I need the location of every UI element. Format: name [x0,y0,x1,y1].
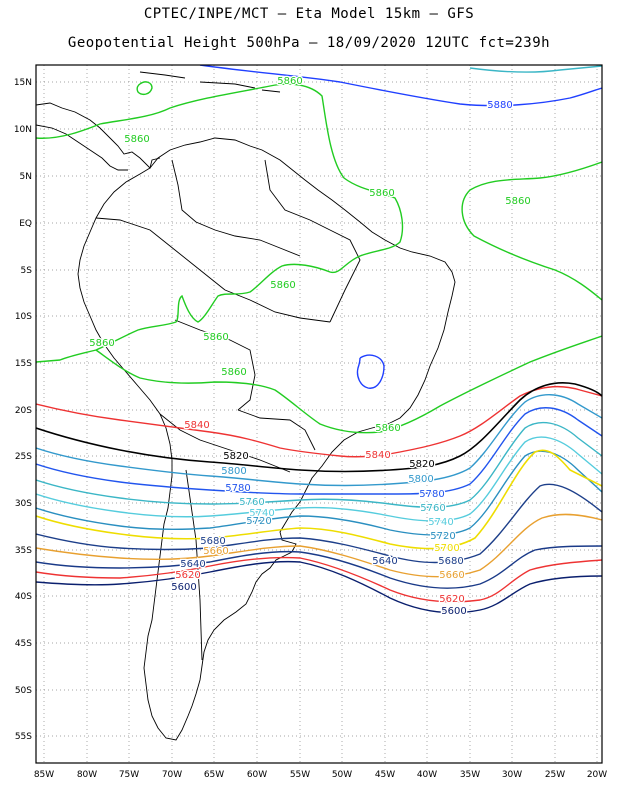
lat-tick-label: 30S [15,499,32,509]
contour-5660 [36,513,602,578]
contour-label-5840: 5840 [184,420,209,431]
contour-label-5880: 5880 [487,100,512,111]
contour-5880-b [469,65,602,73]
map-title-line1: CPTEC/INPE/MCT – Eta Model 15km – GFS [143,6,475,22]
contour-label-5700: 5700 [434,543,459,554]
contour-label-5620: 5620 [175,570,200,581]
lat-tick-label: 35S [15,546,32,556]
contour-label-5740: 5740 [428,517,453,528]
lat-tick-label: 15S [15,359,32,369]
caribbean-islands [139,71,281,93]
contour-5780 [36,407,602,495]
contour-label-5600: 5600 [171,582,196,593]
contour-5820 [36,382,602,473]
contour-5880-a [199,65,602,107]
contour-label-5660: 5660 [203,546,228,557]
contour-label-5600: 5600 [441,606,466,617]
lat-tick-label: 55S [15,732,32,742]
lon-tick-label: 50W [332,770,352,780]
contour-label-5800: 5800 [221,466,246,477]
lat-tick-label: EQ [19,219,32,229]
lat-tick-label: 40S [15,592,32,602]
contour-label-5720: 5720 [430,531,455,542]
contour-5760 [36,421,602,508]
country-borders [95,159,361,661]
lon-tick-label: 70W [162,770,182,780]
lat-tick-label: 20S [15,406,32,416]
contour-5880-loop [356,354,385,389]
contour-label-5760: 5760 [420,503,445,514]
contour-label-5820: 5820 [409,459,434,470]
lon-tick-label: 30W [502,770,522,780]
lon-tick-label: 60W [247,770,267,780]
longitude-labels: 85W 80W 75W 70W 65W 60W 55W 50W 45W 40W 35W 30W 25W 2… [34,770,607,780]
lat-tick-label: 15N [14,78,32,88]
map-frame [35,64,603,764]
contour-label-5720: 5720 [246,516,271,527]
contour-label-5640: 5640 [180,559,205,570]
contour-label-5860: 5860 [277,76,302,87]
lat-tick-label: 5S [21,266,33,276]
contour-label-5860: 5860 [505,196,530,207]
contour-label-5860: 5860 [124,134,149,145]
contour-5840 [36,385,602,458]
lat-tick-label: 10S [15,312,32,322]
contour-5800 [36,394,602,487]
contour-label-5860: 5860 [221,367,246,378]
contour-5860-loop [136,81,153,96]
coastlines [36,71,456,741]
contour-5860-main [95,335,602,434]
lon-tick-label: 85W [34,770,54,780]
contour-labels: 5880 5860 5860 5860 5860 5860 5860 5860 5860 5860… [88,75,532,619]
contour-label-5860: 5860 [89,338,114,349]
contour-lines [36,65,602,614]
lon-tick-label: 20W [587,770,607,780]
south-america-coast [77,137,456,741]
contour-label-5800: 5800 [408,474,433,485]
lat-tick-label: 10N [14,125,32,135]
central-america-south-coast [36,124,128,171]
contour-label-5860: 5860 [203,332,228,343]
contour-label-5820: 5820 [223,451,248,462]
contour-label-5780: 5780 [419,489,444,500]
contour-label-5640: 5640 [372,556,397,567]
lon-tick-label: 40W [417,770,437,780]
contour-5860-east [461,161,602,301]
contour-label-5860: 5860 [270,280,295,291]
contour-5860-north [36,83,404,363]
lon-tick-label: 35W [460,770,480,780]
contour-label-5660: 5660 [439,570,464,581]
lon-tick-label: 55W [290,770,310,780]
contour-label-5760: 5760 [239,497,264,508]
contour-5600 [36,560,602,614]
contour-5640 [36,545,602,589]
contour-label-5860: 5860 [375,423,400,434]
central-america-coast [36,102,161,169]
lat-tick-label: 25S [15,452,32,462]
contour-label-5680: 5680 [438,556,463,567]
lat-tick-label: 45S [15,639,32,649]
contour-label-5840: 5840 [365,450,390,461]
lon-tick-label: 25W [545,770,565,780]
lon-tick-label: 45W [375,770,395,780]
lon-tick-label: 65W [204,770,224,780]
lat-tick-label: 5N [20,172,32,182]
contour-label-5860: 5860 [369,188,394,199]
contour-label-5620: 5620 [439,594,464,605]
contour-label-5680: 5680 [200,536,225,547]
contour-5720 [36,450,602,536]
lon-tick-label: 75W [119,770,139,780]
contour-5680 [36,483,602,564]
latitude-labels: 15N 10N 5N EQ 5S 10S 15S 20S 25S 30S 35S 40S 45S 50S 5… [14,78,32,742]
contour-5620 [36,556,602,603]
lat-tick-label: 50S [15,686,32,696]
map-title-line2: Geopotential Height 500hPa – 18/09/2020 … [67,35,551,51]
contour-5700 [36,449,602,550]
contour-label-5740: 5740 [249,508,274,519]
contour-label-5780: 5780 [225,483,250,494]
contour-5740 [36,436,602,522]
lon-tick-label: 80W [77,770,97,780]
